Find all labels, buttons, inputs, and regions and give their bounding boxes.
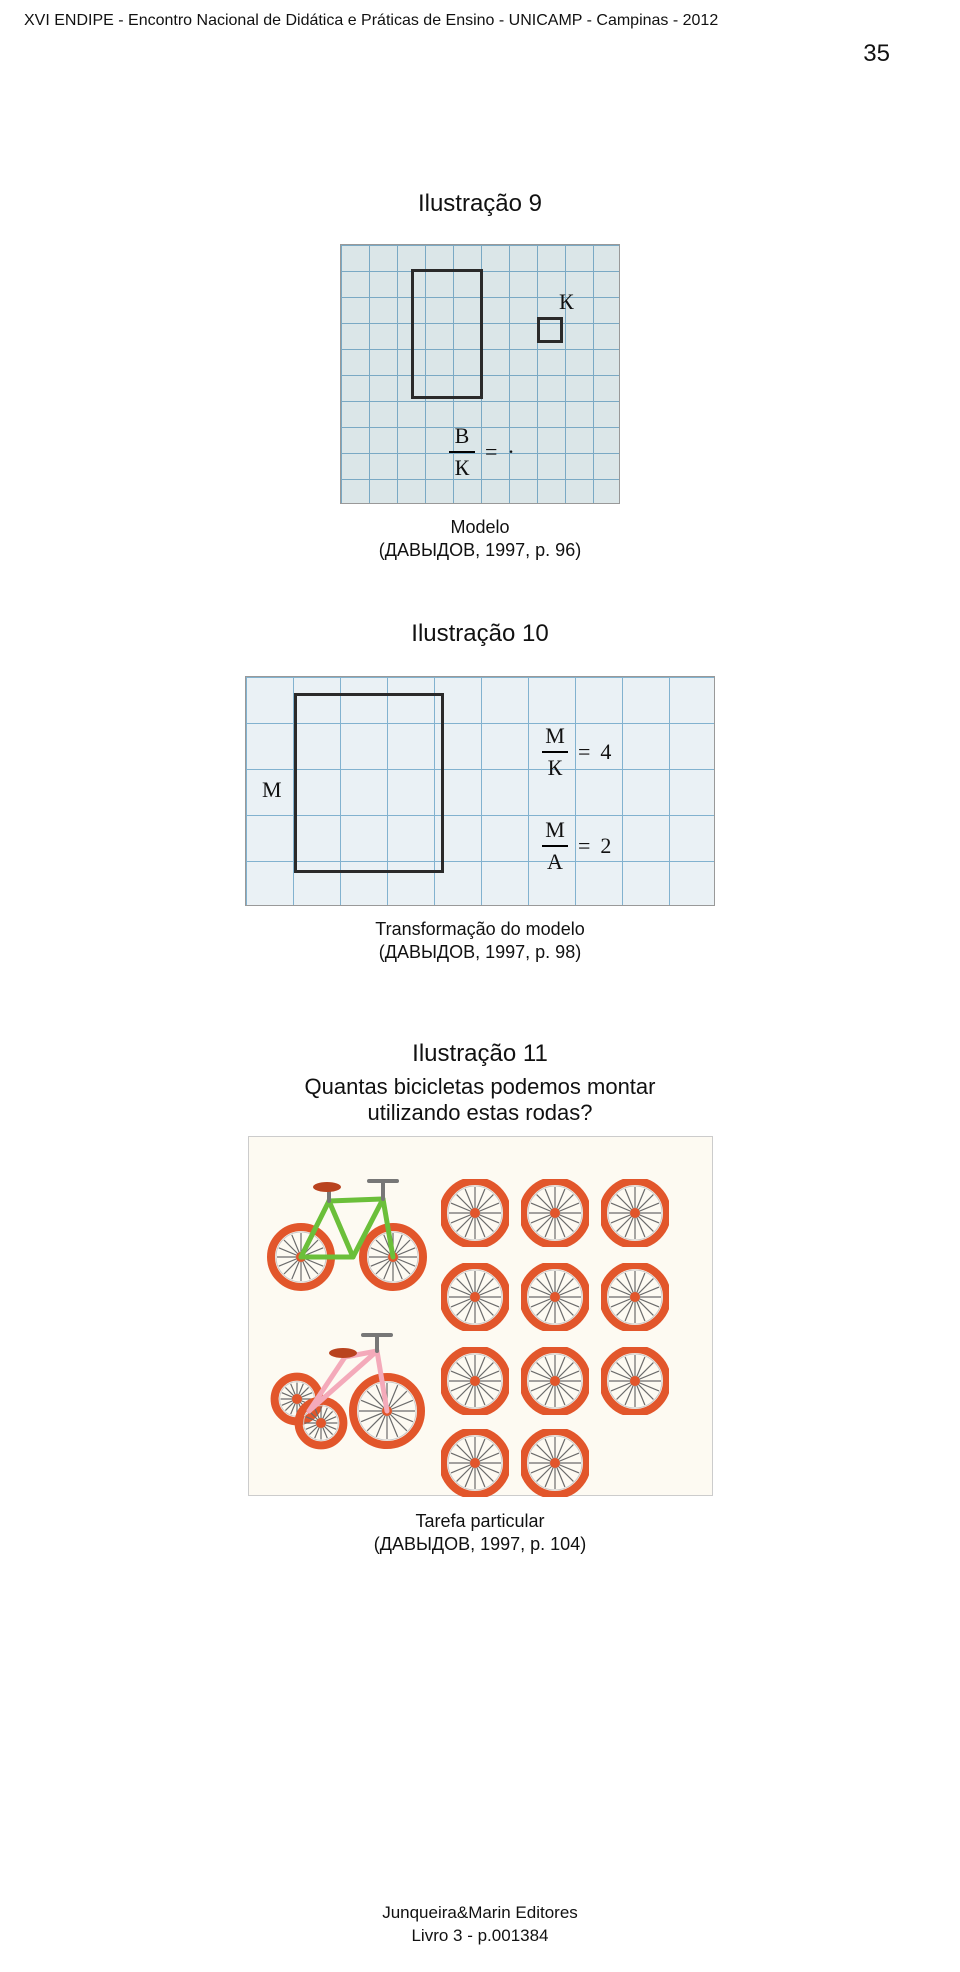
wheel-icon: [601, 1263, 669, 1336]
wheel-icon: [441, 1179, 509, 1252]
rectangle-b: [411, 269, 483, 399]
illustration-10-caption-2: (ДАВЫДОВ, 1997, p. 98): [0, 941, 960, 964]
page-number: 35: [863, 40, 890, 68]
dot-placeholder: ·: [507, 439, 514, 465]
rectangle-k: [537, 317, 563, 343]
fraction-numerator: М: [545, 817, 565, 843]
running-header: XVI ENDIPE - Encontro Nacional de Didáti…: [24, 12, 718, 30]
illustration-11-caption-1: Tarefa particular: [0, 1510, 960, 1533]
fraction-bar: [449, 451, 475, 453]
illustration-10-title: Ilustração 10: [0, 620, 960, 648]
label-k: К: [559, 289, 574, 315]
fraction-m-over-k: М К = 4: [542, 723, 611, 781]
illustration-11-section: Ilustração 11 Quantas bicicletas podemos…: [0, 1040, 960, 1557]
fraction-m-over-a: М А = 2: [542, 817, 611, 875]
equals-sign: =: [578, 739, 590, 765]
illustration-10-section: Ilustração 10 М М К = 4 М А = 2 Transfor…: [0, 620, 960, 965]
fraction-denominator: К: [548, 755, 563, 781]
bicycle-icon: [267, 1171, 427, 1296]
wheel-icon: [441, 1263, 509, 1336]
fraction-value: 4: [600, 739, 611, 765]
rectangle-m: [294, 693, 444, 873]
wheel-icon: [521, 1429, 589, 1502]
illustration-9-figure: К В К = ·: [340, 244, 620, 504]
illustration-9-caption-1: Modelo: [0, 516, 960, 539]
fraction-numerator: В: [455, 423, 470, 449]
illustration-11-caption-2: (ДАВЫДОВ, 1997, p. 104): [0, 1533, 960, 1556]
fraction-value: 2: [600, 833, 611, 859]
fraction-numerator: М: [545, 723, 565, 749]
footer-publisher: Junqueira&Marin Editores: [0, 1902, 960, 1925]
illustration-11-question-1: Quantas bicicletas podemos montar: [0, 1074, 960, 1100]
equals-sign: =: [578, 833, 590, 859]
wheel-icon: [441, 1429, 509, 1502]
illustration-9-caption-2: (ДАВЫДОВ, 1997, p. 96): [0, 539, 960, 562]
illustration-10-caption-1: Transformação do modelo: [0, 918, 960, 941]
fraction-denominator: А: [547, 849, 563, 875]
illustration-11-title: Ilustração 11: [0, 1040, 960, 1068]
wheel-icon: [601, 1347, 669, 1420]
illustration-11-question-2: utilizando estas rodas?: [0, 1100, 960, 1126]
illustration-10-figure: М М К = 4 М А = 2: [245, 676, 715, 906]
wheel-icon: [521, 1179, 589, 1252]
footer-book-page: Livro 3 - p.001384: [0, 1925, 960, 1948]
tricycle-icon: [267, 1323, 427, 1458]
wheel-icon: [441, 1347, 509, 1420]
wheel-icon: [521, 1263, 589, 1336]
fraction-denominator: К: [455, 455, 470, 481]
fraction-bar: [542, 751, 568, 753]
wheel-icon: [601, 1179, 669, 1252]
fraction-bar: [542, 845, 568, 847]
wheel-icon: [521, 1347, 589, 1420]
page-footer: Junqueira&Marin Editores Livro 3 - p.001…: [0, 1902, 960, 1948]
illustration-9-title: Ilustração 9: [0, 190, 960, 218]
label-m: М: [262, 777, 282, 803]
equals-sign: =: [485, 439, 497, 465]
fraction-expression: В К = ·: [449, 423, 515, 481]
illustration-9-section: Ilustração 9 К В К = · Modelo (ДАВЫДОВ, …: [0, 190, 960, 563]
illustration-11-figure: [248, 1136, 713, 1496]
